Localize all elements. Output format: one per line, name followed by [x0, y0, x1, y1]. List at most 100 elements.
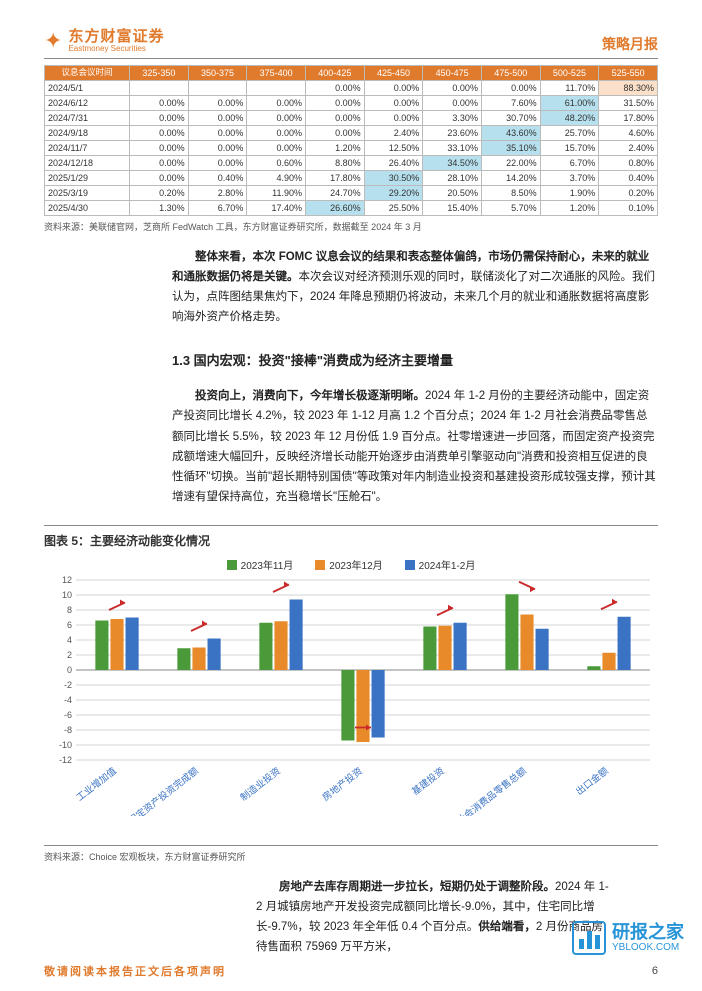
para-invest-rest: 2024 年 1-2 月份的主要经济动能中，固定资产投资同比增长 4.2%，较 … [172, 390, 656, 503]
cell-value: 28.10% [423, 171, 482, 186]
cell-value: 29.20% [364, 186, 423, 201]
svg-text:2: 2 [67, 650, 72, 660]
cell-date: 2025/1/29 [45, 171, 130, 186]
col-range: 425-450 [364, 66, 423, 81]
cell-value: 6.70% [188, 201, 247, 216]
svg-text:0: 0 [67, 665, 72, 675]
svg-text:-8: -8 [64, 725, 72, 735]
cell-value: 24.70% [305, 186, 364, 201]
cell-value: 20.50% [423, 186, 482, 201]
para-fomc: 整体来看，本次 FOMC 议息会议的结果和表态整体偏鸽，市场仍需保持耐心，未来的… [172, 247, 658, 328]
cell-value: 0.00% [364, 96, 423, 111]
cell-value: 2.40% [599, 141, 658, 156]
cell-value: 15.40% [423, 201, 482, 216]
logo-text-en: Eastmoney Securities [68, 45, 164, 53]
cell-value: 0.00% [188, 156, 247, 171]
table-row: 2025/3/190.20%2.80%11.90%24.70%29.20%20.… [45, 186, 658, 201]
cell-value: 0.00% [247, 96, 306, 111]
legend-label: 2024年1-2月 [419, 557, 476, 572]
table-row: 2024/12/180.00%0.00%0.60%8.80%26.40%34.5… [45, 156, 658, 171]
cell-date: 2024/6/12 [45, 96, 130, 111]
cell-value: 22.00% [481, 156, 540, 171]
cell-value: 31.50% [599, 96, 658, 111]
cell-value: 2.80% [188, 186, 247, 201]
cell-value: 0.00% [188, 96, 247, 111]
col-range: 475-500 [481, 66, 540, 81]
cell-value: 0.00% [130, 171, 189, 186]
cell-date: 2025/4/30 [45, 201, 130, 216]
cell-value: 0.20% [130, 186, 189, 201]
x-label: 出口金额 [574, 765, 612, 798]
table-row: 2025/1/290.00%0.40%4.90%17.80%30.50%28.1… [45, 171, 658, 186]
legend-label: 2023年12月 [329, 557, 382, 572]
svg-text:6: 6 [67, 620, 72, 630]
cell-value: 0.00% [247, 141, 306, 156]
cell-value: 0.40% [188, 171, 247, 186]
x-label: 制造业投资 [238, 765, 283, 804]
footer-disclaimer: 敬请阅读本报告正文后各项声明 [44, 963, 226, 979]
chart-canvas: -12-10-8-6-4-2024681012工业增加值固定资产投资完成额制造业… [44, 576, 658, 816]
table-row: 2024/7/310.00%0.00%0.00%0.00%0.00%3.30%3… [45, 111, 658, 126]
cell-date: 2024/12/18 [45, 156, 130, 171]
cell-date: 2025/3/19 [45, 186, 130, 201]
logo-text-cn: 东方财富证券 [68, 29, 164, 45]
x-label: 固定资产投资完成额 [126, 765, 201, 816]
cell-value: 15.70% [540, 141, 599, 156]
col-range: 525-550 [599, 66, 658, 81]
cell-value: 0.00% [305, 126, 364, 141]
watermark-icon [572, 921, 606, 955]
cell-value: 1.30% [130, 201, 189, 216]
logo-icon: ✦ [44, 28, 62, 54]
svg-text:-2: -2 [64, 680, 72, 690]
cell-value: 17.80% [305, 171, 364, 186]
cell-value: 17.40% [247, 201, 306, 216]
cell-value: 0.00% [130, 141, 189, 156]
cell-value: 0.00% [423, 81, 482, 96]
cell-value: 25.70% [540, 126, 599, 141]
cell-value: 0.20% [599, 186, 658, 201]
cell-value: 0.60% [247, 156, 306, 171]
page-number: 6 [652, 965, 658, 977]
logo: ✦ 东方财富证券 Eastmoney Securities [44, 28, 164, 54]
svg-text:-12: -12 [59, 755, 72, 765]
x-label: 社会消费品零售总额 [454, 765, 529, 816]
cell-value: 23.60% [423, 126, 482, 141]
cell-value: 26.60% [305, 201, 364, 216]
cell-value: 0.00% [188, 141, 247, 156]
cell-date: 2024/9/18 [45, 126, 130, 141]
svg-text:8: 8 [67, 605, 72, 615]
col-range: 325-350 [130, 66, 189, 81]
cell-value: 0.00% [130, 156, 189, 171]
table-row: 2024/6/120.00%0.00%0.00%0.00%0.00%0.00%7… [45, 96, 658, 111]
legend-swatch [405, 560, 415, 570]
cell-value: 0.00% [305, 111, 364, 126]
chart-title: 图表 5：主要经济动能变化情况 [44, 525, 658, 549]
cell-date: 2024/11/7 [45, 141, 130, 156]
cell-value: 3.30% [423, 111, 482, 126]
cell-value: 30.50% [364, 171, 423, 186]
watermark: 研报之家 YBLOOK.COM [572, 921, 684, 955]
cell-value: 4.60% [599, 126, 658, 141]
legend-item: 2024年1-2月 [405, 557, 476, 572]
svg-text:10: 10 [62, 590, 72, 600]
legend-item: 2023年12月 [315, 557, 382, 572]
cell-value: 14.20% [481, 171, 540, 186]
cell-value: 0.00% [130, 126, 189, 141]
cell-value: 0.00% [364, 81, 423, 96]
cell-value: 0.00% [305, 96, 364, 111]
cell-value: 7.60% [481, 96, 540, 111]
cell-value: 35.10% [481, 141, 540, 156]
rates-source: 资料来源：美联储官网，芝商所 FedWatch 工具，东方财富证券研究所，数据截… [44, 220, 658, 233]
cell-value: 11.90% [247, 186, 306, 201]
col-range: 350-375 [188, 66, 247, 81]
cell-value: 26.40% [364, 156, 423, 171]
cell-value: 0.00% [305, 81, 364, 96]
cell-value: 2.40% [364, 126, 423, 141]
svg-text:-4: -4 [64, 695, 72, 705]
cell-value: 0.40% [599, 171, 658, 186]
cell-value: 0.00% [481, 81, 540, 96]
cell-value: 1.20% [305, 141, 364, 156]
col-range: 375-400 [247, 66, 306, 81]
para-re-lead-b: 供给端看， [478, 921, 536, 933]
legend-label: 2023年11月 [241, 557, 294, 572]
